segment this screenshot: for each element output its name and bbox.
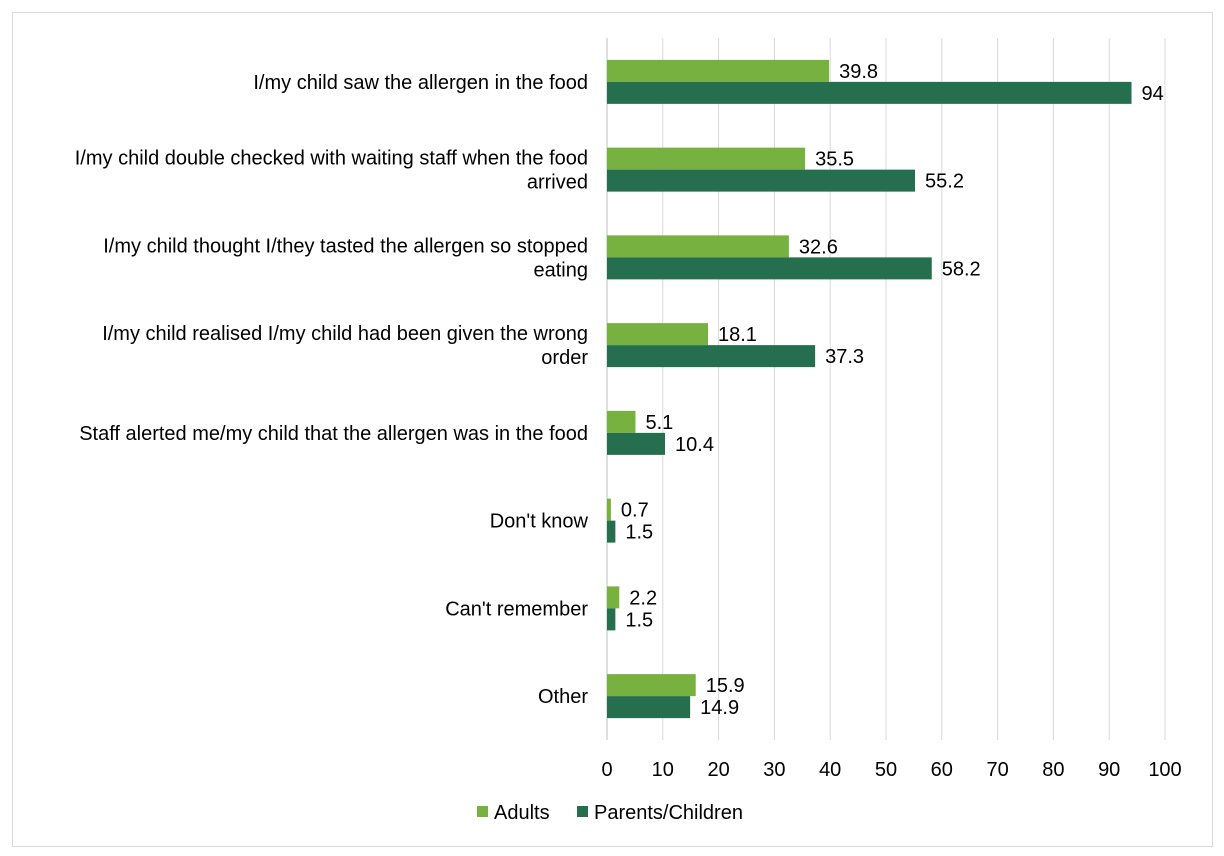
x-tick-label: 40 <box>819 759 841 781</box>
bar-parents-children <box>607 345 816 368</box>
bar-adults <box>607 323 708 346</box>
data-label: 37.3 <box>825 346 864 368</box>
data-label: 14.9 <box>700 697 739 719</box>
x-tick-label: 50 <box>875 759 897 781</box>
category-label: Other <box>538 686 588 708</box>
data-label: 55.2 <box>925 171 964 193</box>
category-label-line: Don't know <box>490 511 589 533</box>
data-label: 58.2 <box>942 258 981 280</box>
bar-adults <box>607 410 636 433</box>
category-label-line: eating <box>534 259 589 281</box>
legend-swatch <box>577 806 588 817</box>
value-axis-ticks: 0 10 20 30 40 50 60 70 80 90 100 <box>601 759 1181 781</box>
bar-parents-children <box>607 169 916 192</box>
x-tick-label: 10 <box>652 759 674 781</box>
data-labels: 39.8 94 35.5 55.2 32.6 58.2 18.1 37.3 5.110.4 0.7… <box>621 61 1164 719</box>
bar-parents-children <box>607 696 691 719</box>
data-label: 10.4 <box>675 434 714 456</box>
bar-adults <box>607 235 789 258</box>
data-label: 32.6 <box>799 236 838 258</box>
category-label: I/my child thought I/they tasted the all… <box>103 235 588 281</box>
data-label: 0.7 <box>621 500 649 522</box>
category-label: I/my child double checked with waiting s… <box>75 148 588 194</box>
bar-adults <box>607 674 696 697</box>
category-label: Don't know <box>490 511 589 533</box>
category-label-line: Staff alerted me/my child that the aller… <box>79 423 588 445</box>
legend-label: Adults <box>494 802 550 824</box>
category-label-line: arrived <box>527 172 588 194</box>
data-label: 15.9 <box>706 675 745 697</box>
x-tick-label: 80 <box>1042 759 1064 781</box>
data-label: 35.5 <box>815 149 854 171</box>
category-label-line: I/my child realised I/my child had been … <box>102 323 588 345</box>
bar-parents-children <box>607 81 1132 104</box>
x-tick-label: 30 <box>763 759 785 781</box>
data-label: 2.2 <box>629 587 657 609</box>
legend-swatch <box>477 806 488 817</box>
data-label: 1.5 <box>625 522 653 544</box>
x-tick-label: 100 <box>1148 759 1181 781</box>
bar-parents-children <box>607 608 616 631</box>
category-label-line: I/my child saw the allergen in the food <box>253 72 588 94</box>
bar-parents-children <box>607 432 666 455</box>
bar-adults <box>607 59 830 82</box>
category-label-line: order <box>541 347 588 369</box>
data-label: 18.1 <box>718 324 757 346</box>
bars <box>607 59 1132 719</box>
bar-adults <box>607 147 806 170</box>
x-tick-label: 60 <box>931 759 953 781</box>
category-label: Staff alerted me/my child that the aller… <box>79 423 588 445</box>
data-label: 94 <box>1142 83 1164 105</box>
data-label: 1.5 <box>625 609 653 631</box>
category-label: I/my child realised I/my child had been … <box>102 323 588 369</box>
x-tick-label: 90 <box>1098 759 1120 781</box>
data-label: 39.8 <box>839 61 878 83</box>
category-label-line: Other <box>538 686 588 708</box>
x-tick-label: 70 <box>986 759 1008 781</box>
category-labels: I/my child saw the allergen in the food I… <box>75 72 589 708</box>
gridlines <box>662 38 1166 740</box>
data-label: 5.1 <box>645 412 673 434</box>
bar-adults <box>607 586 620 609</box>
bar-parents-children <box>607 257 932 280</box>
legend: Adults Parents/Children <box>477 802 743 824</box>
category-label-line: I/my child thought I/they tasted the all… <box>103 235 588 257</box>
category-label-line: Can't remember <box>445 598 588 620</box>
category-label: I/my child saw the allergen in the food <box>253 72 588 94</box>
category-label-line: I/my child double checked with waiting s… <box>75 148 588 170</box>
x-tick-label: 0 <box>601 759 612 781</box>
legend-label: Parents/Children <box>594 802 743 824</box>
bar-parents-children <box>607 520 616 543</box>
bar-adults <box>607 498 611 521</box>
category-label: Can't remember <box>445 598 588 620</box>
x-tick-label: 20 <box>707 759 729 781</box>
